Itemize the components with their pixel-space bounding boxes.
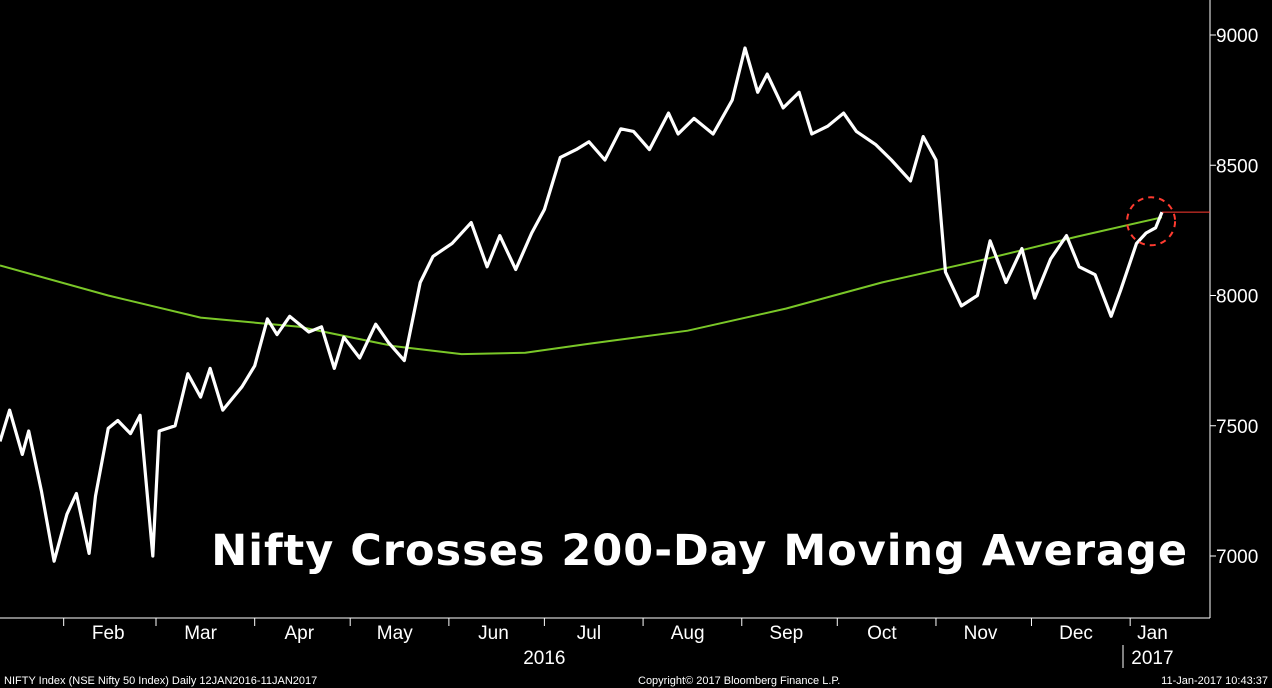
y-tick-label: 8500 xyxy=(1216,156,1258,177)
x-tick-label: May xyxy=(377,623,413,644)
x-tick-label: Feb xyxy=(92,623,125,644)
x-tick-label: Oct xyxy=(867,623,897,644)
year-labels: 2016 2017 xyxy=(523,648,1173,669)
x-tick-label: Aug xyxy=(671,623,705,644)
footer-security-info: NIFTY Index (NSE Nifty 50 Index) Daily 1… xyxy=(4,675,318,687)
y-tick-marks xyxy=(1210,34,1216,557)
moving-average-line xyxy=(0,216,1163,356)
year-label: 2017 xyxy=(1131,648,1173,669)
y-tick-labels: 9000 8500 8000 7500 7000 xyxy=(1216,26,1258,568)
crossing-highlight-circle xyxy=(1126,196,1177,247)
y-tick-label: 7000 xyxy=(1216,547,1258,568)
x-tick-label: Sep xyxy=(769,623,803,644)
y-tick-label: 8000 xyxy=(1216,287,1258,308)
x-tick-label: Jun xyxy=(478,623,509,644)
year-label: 2016 xyxy=(523,648,565,669)
footer-timestamp: 11-Jan-2017 10:43:37 xyxy=(1161,675,1268,687)
footer-copyright: Copyright© 2017 Bloomberg Finance L.P. xyxy=(638,675,841,687)
y-tick-label: 7500 xyxy=(1216,417,1258,438)
x-tick-label: Apr xyxy=(284,623,314,644)
x-tick-label: Jan xyxy=(1137,623,1168,644)
y-tick-label: 9000 xyxy=(1216,26,1258,47)
x-tick-label: Mar xyxy=(184,623,217,644)
x-tick-label: Dec xyxy=(1059,623,1093,644)
chart-title: Nifty Crosses 200-Day Moving Average xyxy=(211,526,1188,576)
x-tick-label: Nov xyxy=(964,623,998,644)
month-labels: Feb Mar Apr May Jun Jul Aug Sep Oct Nov … xyxy=(92,623,1168,644)
x-tick-label: Jul xyxy=(577,623,601,644)
x-tick-marks xyxy=(63,618,1131,626)
price-line xyxy=(0,46,1164,563)
